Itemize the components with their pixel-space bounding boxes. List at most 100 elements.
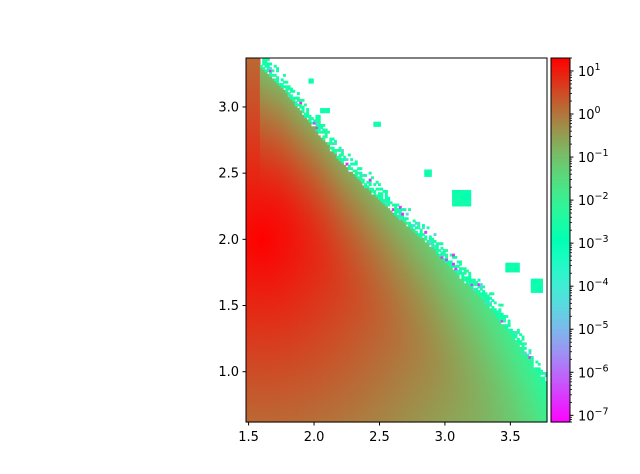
heatmap-cell [255, 94, 259, 98]
heatmap-cell [306, 283, 310, 287]
heatmap-cell [287, 305, 291, 309]
heatmap-cell [278, 251, 282, 255]
heatmap-cell [294, 303, 298, 307]
heatmap-cell [283, 360, 286, 364]
heatmap-cell [317, 269, 321, 273]
heatmap-cell [322, 214, 326, 218]
heatmap-cell [289, 130, 293, 134]
heatmap-cell [313, 417, 317, 421]
heatmap-cell [266, 276, 270, 280]
heatmap-cell [257, 178, 261, 182]
heatmap-cell [283, 205, 286, 209]
heatmap-cell [301, 105, 305, 109]
heatmap-cell [294, 169, 298, 173]
heatmap-cell [255, 269, 259, 273]
heatmap-cell [248, 333, 252, 337]
heatmap-cell [257, 73, 261, 77]
heatmap-cell [280, 137, 284, 141]
heatmap-cell [308, 201, 312, 205]
heatmap-cell [259, 305, 263, 309]
heatmap-cell [248, 135, 252, 139]
heatmap-cell [273, 208, 277, 212]
heatmap-cell [257, 146, 261, 150]
heatmap-cell [278, 349, 282, 353]
heatmap-cell [285, 98, 289, 102]
heatmap-cell [296, 326, 300, 330]
heatmap-cell [294, 410, 298, 414]
heatmap-cell [289, 396, 293, 400]
heatmap-cell [296, 224, 300, 227]
heatmap-cell [276, 381, 280, 384]
heatmap-cell [289, 351, 293, 355]
heatmap-cell [296, 92, 300, 96]
heatmap-cell [308, 287, 312, 291]
heatmap-cell [310, 258, 314, 262]
heatmap-cell [299, 212, 303, 216]
heatmap-cell [287, 271, 291, 275]
heatmap-cell [276, 94, 280, 98]
heatmap-cell [259, 260, 263, 264]
heatmap-cell [303, 274, 307, 278]
heatmap-cell [313, 335, 317, 339]
heatmap-cell [248, 87, 252, 91]
heatmap-cell [317, 292, 321, 296]
heatmap-cell [308, 315, 312, 318]
heatmap-cell [271, 237, 275, 241]
heatmap-cell [252, 337, 256, 341]
heatmap-cell [278, 342, 282, 346]
heatmap-cell [317, 401, 321, 405]
heatmap-cell [306, 244, 310, 248]
heatmap-cell [278, 230, 282, 234]
heatmap-cell [283, 265, 286, 268]
heatmap-cell [252, 237, 256, 241]
heatmap-cell [287, 367, 291, 371]
heatmap-cell [276, 235, 280, 239]
heatmap-cell [292, 374, 296, 378]
heatmap-cell [271, 149, 275, 152]
heatmap-cell [257, 319, 261, 323]
heatmap-cell [303, 340, 307, 343]
heatmap-cell [287, 117, 291, 121]
heatmap-cell [257, 367, 261, 371]
heatmap-cell [315, 208, 319, 212]
heatmap-cell [301, 269, 305, 273]
heatmap-cell [285, 326, 289, 330]
heatmap-cell [301, 144, 305, 148]
heatmap-cell [248, 412, 252, 416]
heatmap-cell [301, 321, 305, 325]
heatmap-cell [283, 246, 286, 250]
heatmap-cell [287, 292, 291, 296]
heatmap-cell [280, 240, 284, 243]
heatmap-cell [313, 240, 317, 243]
heatmap-cell [296, 228, 300, 232]
heatmap-cell [273, 417, 277, 421]
heatmap-cell [255, 128, 259, 132]
heatmap-cell [287, 419, 291, 423]
heatmap-cell [250, 89, 254, 93]
heatmap-cell [257, 219, 261, 223]
heatmap-cell [315, 362, 319, 366]
heatmap-cell [294, 335, 298, 339]
heatmap-cell [303, 335, 307, 339]
heatmap-cell [315, 415, 319, 419]
heatmap-cell [246, 205, 249, 209]
heatmap-cell [287, 178, 291, 182]
heatmap-cell [269, 119, 273, 123]
heatmap-cell [248, 287, 252, 291]
heatmap-cell [264, 142, 268, 146]
heatmap-cell [285, 351, 289, 355]
heatmap-cell [310, 171, 314, 175]
heatmap-cell [308, 360, 312, 364]
heatmap-cell [296, 385, 300, 389]
heatmap-cell [292, 89, 296, 93]
heatmap-cell [313, 217, 317, 221]
heatmap-cell [317, 324, 321, 328]
heatmap-cell [250, 376, 254, 380]
heatmap-cell [292, 305, 296, 309]
heatmap-cell [278, 385, 282, 389]
heatmap-cell [289, 383, 293, 387]
heatmap-cell [250, 335, 254, 339]
heatmap-cell [320, 146, 324, 150]
heatmap-cell [264, 374, 268, 378]
heatmap-cell [285, 235, 289, 239]
